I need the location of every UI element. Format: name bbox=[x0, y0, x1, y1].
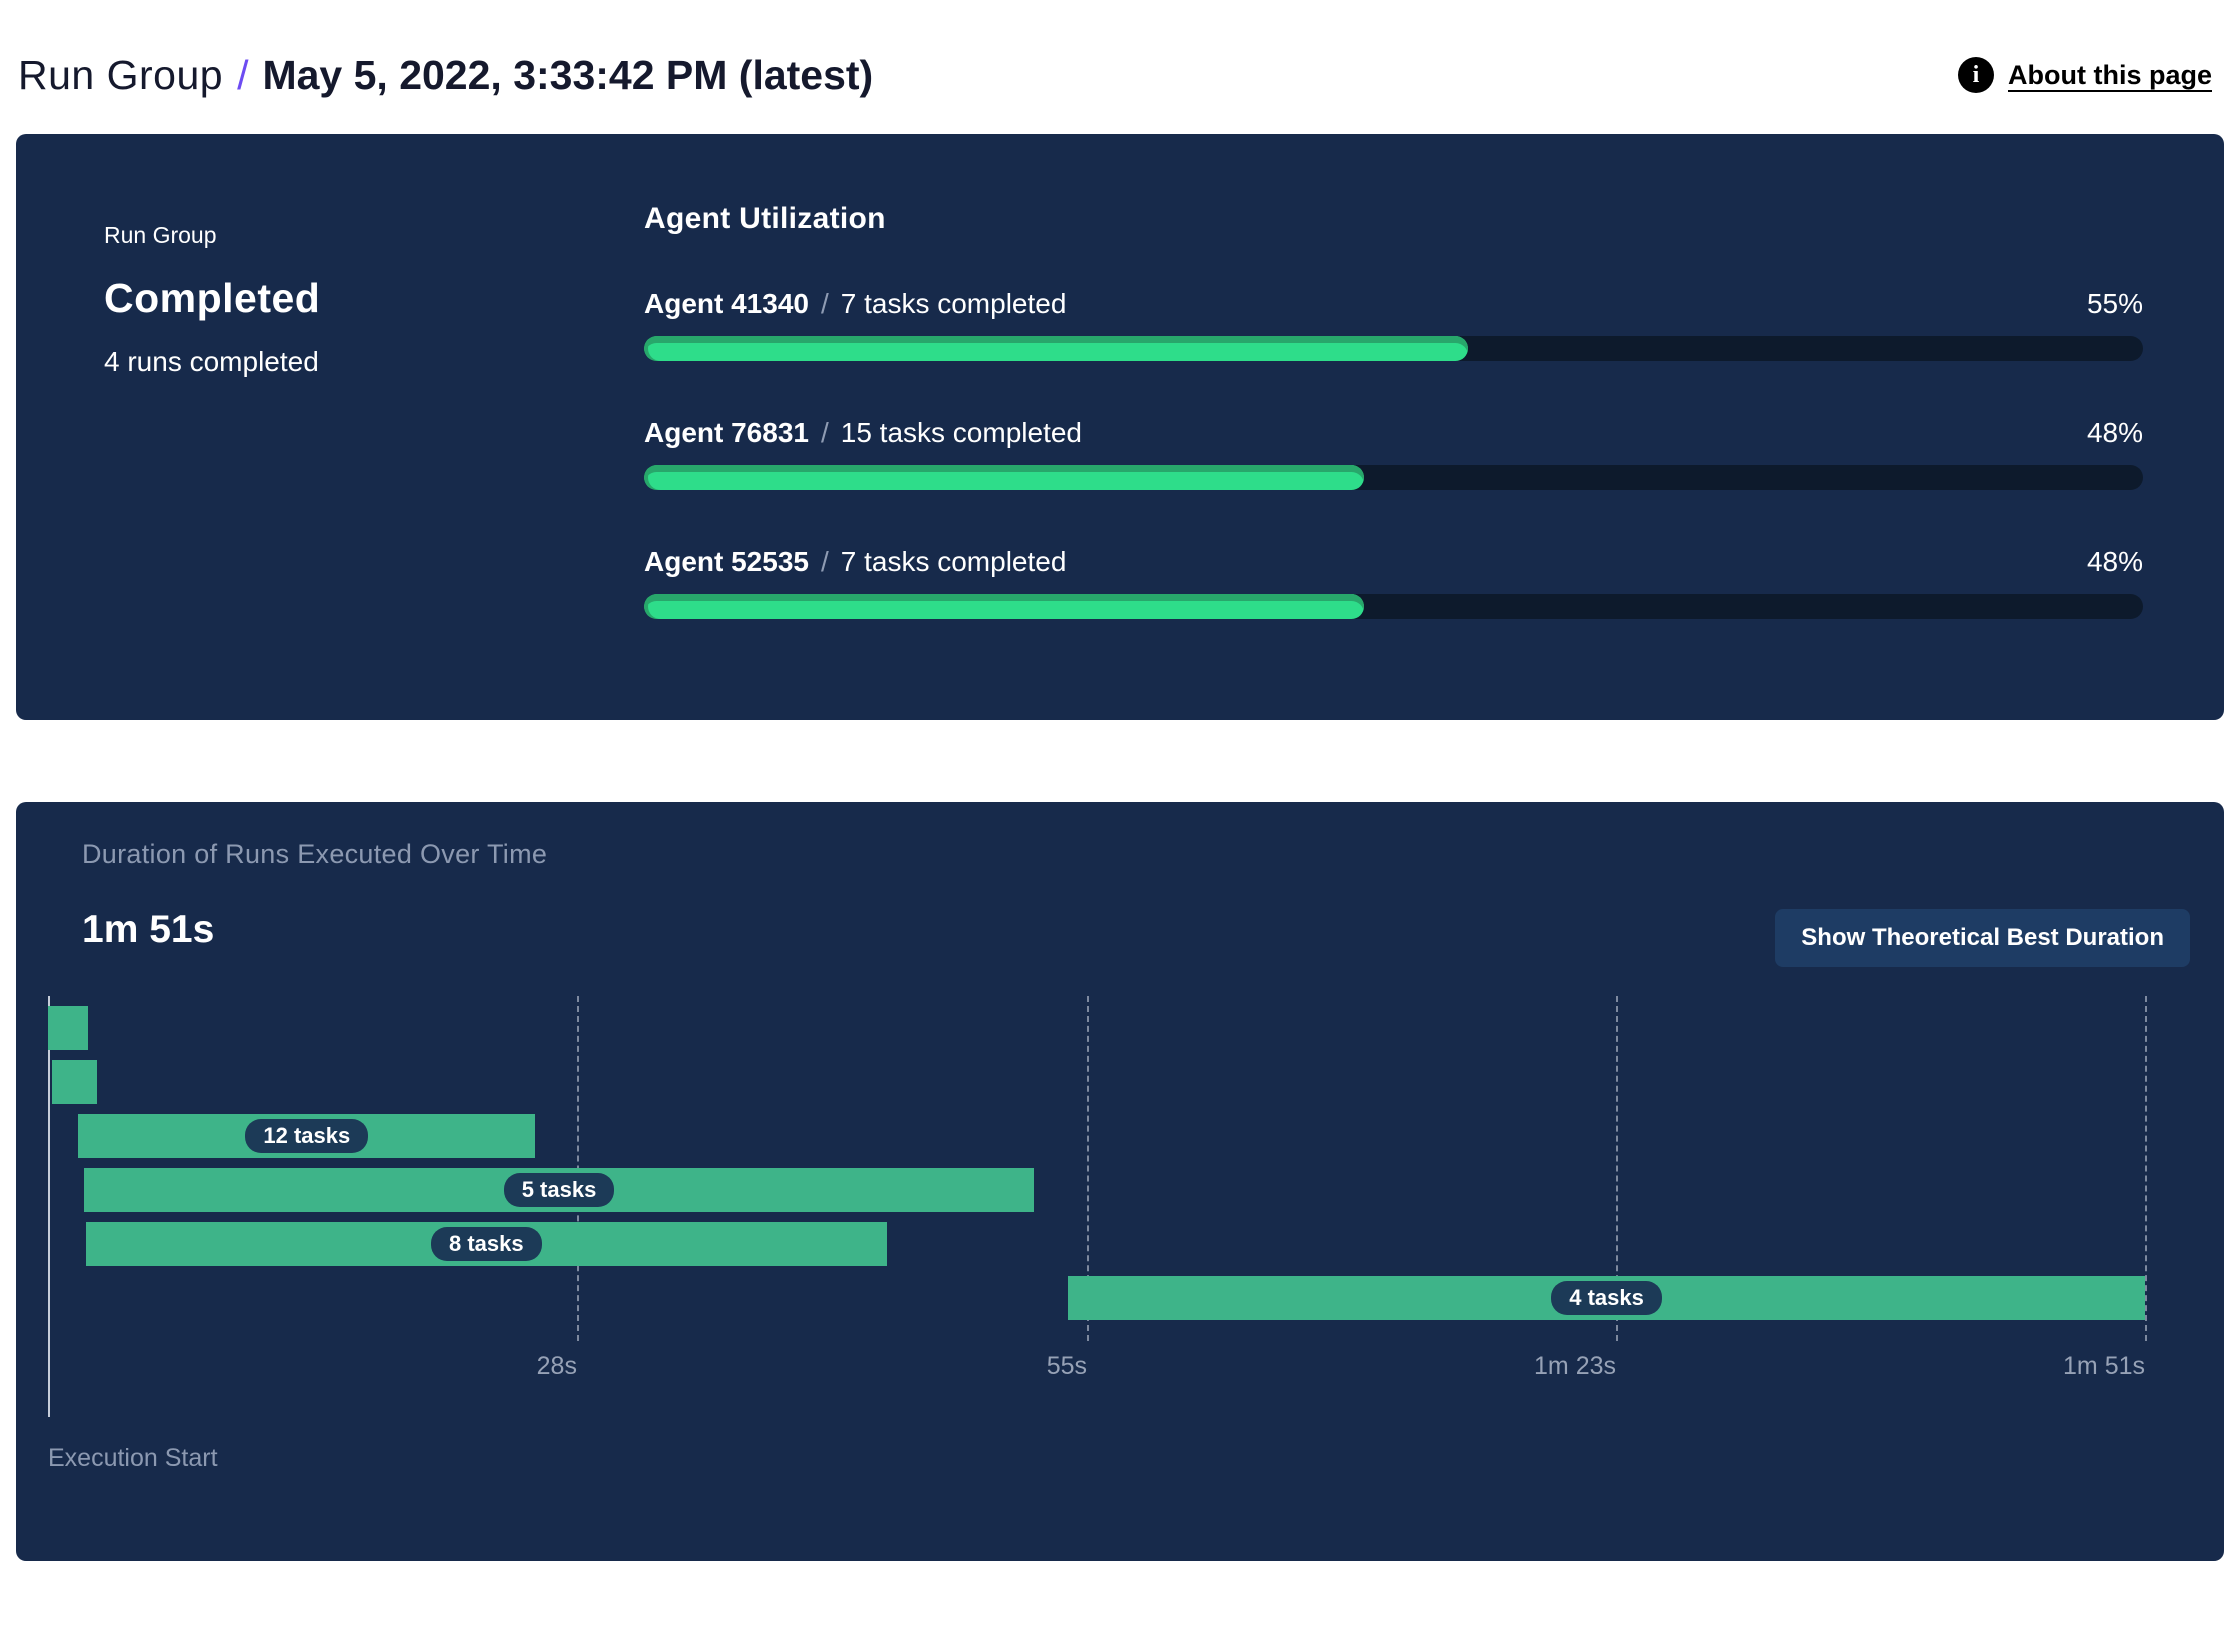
agent-tasks-completed: 7 tasks completed bbox=[840, 546, 1067, 577]
agent-utilization-progress-fill bbox=[644, 465, 1364, 490]
agent-utilization-percent: 55% bbox=[2086, 288, 2143, 319]
agent-utilization-row: Agent 41340 / 7 tasks completed 55% bbox=[644, 288, 2143, 361]
run-group-summary: Run Group Completed 4 runs completed bbox=[104, 202, 644, 720]
gantt-row bbox=[48, 1060, 2145, 1104]
agent-name: Agent 41340 bbox=[644, 288, 809, 319]
runs-completed-text: 4 runs completed bbox=[104, 346, 319, 377]
agent-tasks-completed: 7 tasks completed bbox=[840, 288, 1067, 319]
task-count-pill: 12 tasks bbox=[245, 1119, 369, 1153]
agent-utilization-progress-track bbox=[644, 336, 2143, 361]
gantt-tick-label: 28s bbox=[536, 1352, 577, 1380]
agent-label-separator: / bbox=[820, 288, 829, 319]
run-group-panel: Run Group Completed 4 runs completed Age… bbox=[16, 134, 2224, 720]
agent-utilization-progress-fill bbox=[644, 594, 1364, 619]
page-header: Run Group / May 5, 2022, 3:33:42 PM (lat… bbox=[0, 0, 2240, 134]
gantt-tick-label: 55s bbox=[1046, 1352, 1088, 1380]
run-group-status: Completed bbox=[104, 275, 321, 321]
gantt-row: 8 tasks bbox=[48, 1222, 2145, 1266]
agent-label-separator: / bbox=[820, 417, 829, 448]
breadcrumb: Run Group / May 5, 2022, 3:33:42 PM (lat… bbox=[18, 52, 873, 99]
duration-chart-title: Duration of Runs Executed Over Time bbox=[82, 839, 548, 869]
agent-utilization-list: Agent 41340 / 7 tasks completed 55% Agent 76… bbox=[644, 288, 2143, 619]
gantt-gridline bbox=[1087, 996, 1090, 1341]
agent-utilization-percent: 48% bbox=[2086, 546, 2143, 577]
agent-utilization-row: Agent 76831 / 15 tasks completed 48% bbox=[644, 417, 2143, 490]
gantt-tick-label: 1m 51s bbox=[2063, 1352, 2145, 1380]
gantt-gridline bbox=[2145, 996, 2147, 1341]
duration-panel: Duration of Runs Executed Over Time 1m 5… bbox=[16, 802, 2224, 1561]
gantt-run-bar bbox=[51, 1060, 98, 1104]
page-title: May 5, 2022, 3:33:42 PM (latest) bbox=[262, 51, 874, 98]
gantt-gridline bbox=[1616, 996, 1619, 1341]
breadcrumb-run-group[interactable]: Run Group bbox=[18, 51, 224, 98]
gantt-tick-label: 1m 23s bbox=[1534, 1352, 1617, 1380]
agent-name: Agent 52535 bbox=[644, 546, 809, 577]
agent-utilization-progress-fill bbox=[644, 336, 1469, 361]
gantt-row bbox=[48, 1006, 2145, 1050]
total-duration-value: 1m 51s bbox=[82, 908, 215, 951]
gantt-row: 5 tasks bbox=[48, 1168, 2145, 1212]
gantt-row: 4 tasks bbox=[48, 1276, 2145, 1320]
agent-utilization-percent: 48% bbox=[2086, 417, 2143, 448]
gantt-run-bar: 8 tasks bbox=[85, 1222, 887, 1266]
agent-utilization-row: Agent 52535 / 7 tasks completed 48% bbox=[644, 546, 2143, 619]
gantt-run-bar: 5 tasks bbox=[83, 1168, 1035, 1212]
gantt-rows: 12 tasks 5 tasks 8 tasks 4 tasks bbox=[48, 1006, 2145, 1330]
about-this-page-link[interactable]: About this page bbox=[2008, 59, 2212, 90]
info-icon[interactable]: i bbox=[1958, 57, 1994, 93]
agent-tasks-completed: 15 tasks completed bbox=[840, 417, 1082, 448]
execution-start-label: Execution Start bbox=[48, 1444, 218, 1472]
gantt-chart: 12 tasks 5 tasks 8 tasks 4 tasks 28s 55s 1m 2… bbox=[48, 996, 2147, 1486]
agent-utilization-section: Agent Utilization Agent 41340 / 7 tasks co… bbox=[644, 202, 2143, 720]
show-theoretical-best-duration-button[interactable]: Show Theoretical Best Duration bbox=[1775, 909, 2190, 967]
agent-utilization-progress-track bbox=[644, 594, 2143, 619]
task-count-pill: 5 tasks bbox=[503, 1173, 615, 1207]
agent-utilization-title: Agent Utilization bbox=[644, 202, 886, 235]
run-group-label: Run Group bbox=[104, 222, 217, 248]
gantt-run-bar: 4 tasks bbox=[1068, 1276, 2145, 1320]
task-count-pill: 4 tasks bbox=[1551, 1281, 1662, 1315]
gantt-run-bar: 12 tasks bbox=[78, 1114, 536, 1158]
task-count-pill: 8 tasks bbox=[430, 1227, 542, 1261]
gantt-row: 12 tasks bbox=[48, 1114, 2145, 1158]
breadcrumb-separator: / bbox=[237, 51, 249, 98]
agent-label-separator: / bbox=[820, 546, 829, 577]
gantt-run-bar bbox=[48, 1006, 88, 1050]
agent-utilization-progress-track bbox=[644, 465, 2143, 490]
agent-name: Agent 76831 bbox=[644, 417, 809, 448]
execution-start-axis-line bbox=[48, 996, 50, 1417]
